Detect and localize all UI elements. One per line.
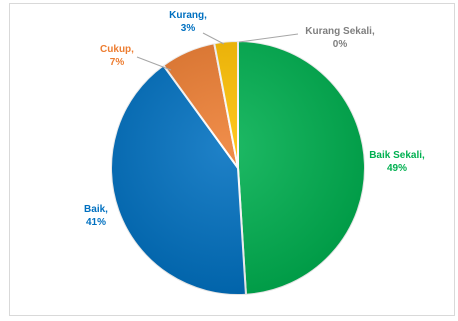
data-label-baik-sekali: Baik Sekali, 49% xyxy=(369,150,425,174)
leader-line-kurang-sekali xyxy=(238,33,299,43)
leader-line-cukup xyxy=(136,56,172,71)
data-label-cukup: Cukup, 7% xyxy=(100,44,134,68)
leader-line-kurang xyxy=(202,32,225,45)
pie-shading xyxy=(111,41,365,295)
data-label-baik: Baik, 41% xyxy=(84,204,108,228)
data-label-kurang-sekali: Kurang Sekali, 0% xyxy=(305,26,375,50)
data-label-kurang: Kurang, 3% xyxy=(169,10,207,34)
